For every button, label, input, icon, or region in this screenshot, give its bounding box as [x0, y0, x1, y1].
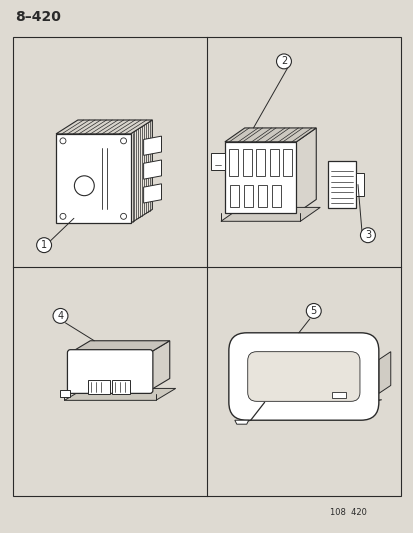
Text: 1: 1: [41, 240, 47, 250]
Polygon shape: [143, 136, 161, 155]
Polygon shape: [56, 120, 152, 134]
Bar: [282, 149, 291, 176]
Polygon shape: [224, 128, 316, 142]
Bar: [256, 149, 264, 176]
Polygon shape: [378, 352, 390, 393]
Circle shape: [37, 238, 52, 253]
Polygon shape: [56, 134, 130, 223]
Text: 108  420: 108 420: [329, 508, 366, 518]
Text: 4: 4: [57, 311, 64, 321]
Bar: [242, 149, 251, 176]
Bar: [229, 149, 238, 176]
Bar: [271, 184, 280, 207]
Polygon shape: [150, 341, 169, 390]
Circle shape: [120, 213, 126, 219]
Bar: [269, 149, 278, 176]
Circle shape: [276, 54, 291, 69]
FancyBboxPatch shape: [67, 350, 152, 393]
Text: 2: 2: [280, 56, 286, 67]
Bar: [112, 381, 129, 394]
Bar: [60, 390, 70, 398]
Circle shape: [306, 303, 320, 318]
FancyBboxPatch shape: [228, 333, 378, 420]
Bar: [244, 184, 252, 207]
Bar: [13, 37, 400, 496]
Bar: [328, 161, 355, 208]
Polygon shape: [221, 207, 320, 221]
FancyBboxPatch shape: [247, 352, 359, 401]
Bar: [88, 381, 109, 394]
Polygon shape: [143, 160, 161, 179]
Polygon shape: [64, 389, 175, 400]
Polygon shape: [211, 152, 224, 171]
Circle shape: [60, 213, 66, 219]
Circle shape: [60, 138, 66, 144]
Polygon shape: [355, 173, 363, 197]
Circle shape: [120, 138, 126, 144]
Circle shape: [53, 309, 68, 324]
Polygon shape: [224, 142, 296, 213]
Text: 8–420: 8–420: [15, 10, 61, 24]
Circle shape: [360, 228, 375, 243]
Bar: [230, 184, 239, 207]
Bar: [257, 184, 266, 207]
Polygon shape: [70, 341, 169, 353]
Text: 3: 3: [364, 230, 370, 240]
Polygon shape: [234, 420, 248, 424]
Text: 5: 5: [310, 306, 316, 316]
Polygon shape: [143, 184, 161, 203]
Polygon shape: [255, 400, 381, 408]
Polygon shape: [296, 128, 316, 213]
Polygon shape: [130, 120, 152, 223]
Polygon shape: [332, 392, 345, 398]
